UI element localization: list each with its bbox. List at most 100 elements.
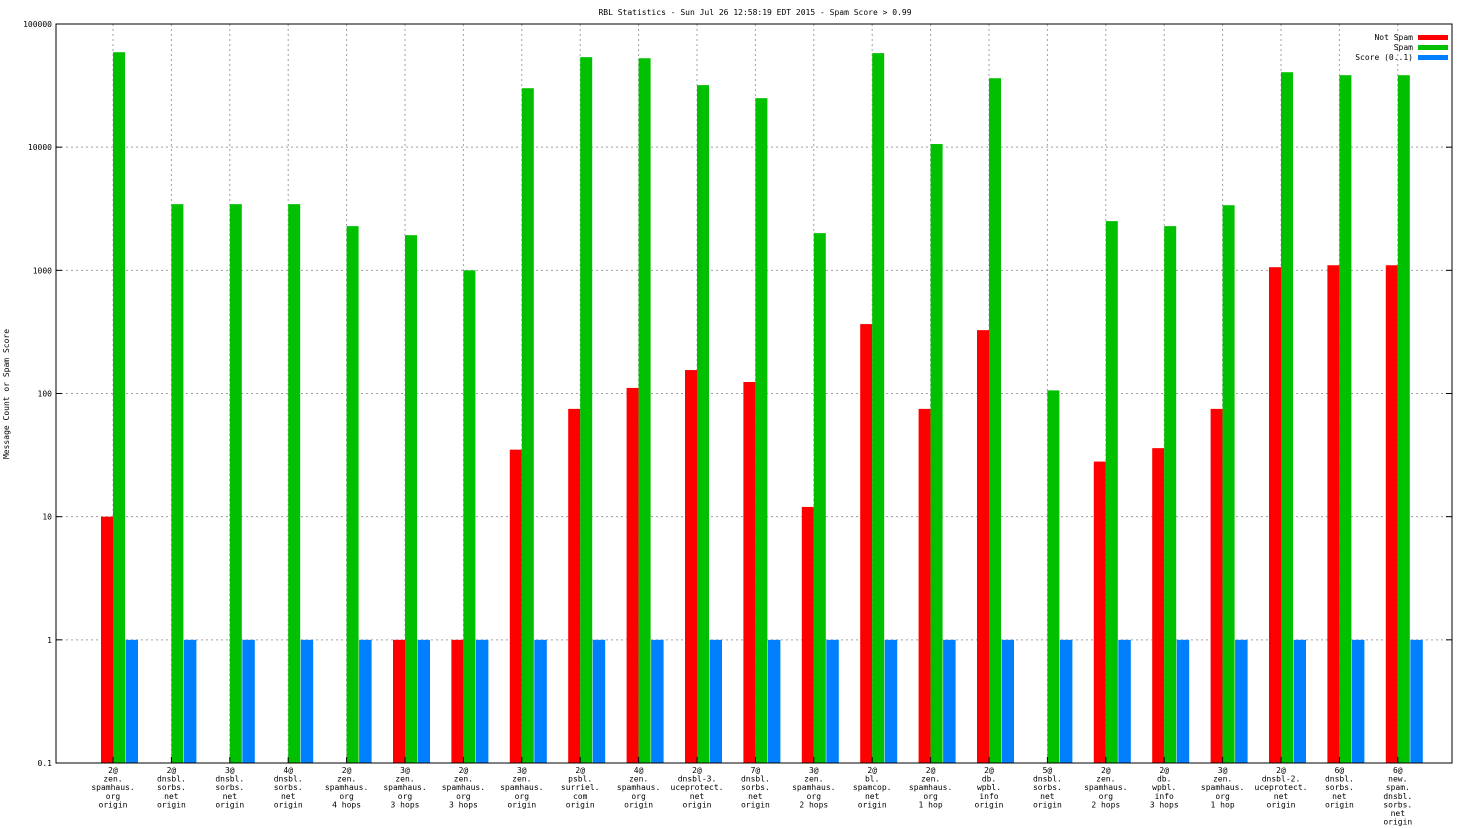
bar-score-0-1 [1001,639,1014,763]
legend-swatch [1418,45,1448,50]
x-tick-label: org [923,792,938,801]
x-tick-label: net [690,792,705,801]
x-tick-label: dnsbl-2. [1262,775,1301,784]
x-tick-label: db. [982,775,996,784]
legend-swatch [1418,35,1448,40]
x-tick-label: 2@ [984,766,994,775]
x-tick-label: 2@ [575,766,585,775]
bar-spam [989,78,1001,763]
x-tick-label: wpbl. [1152,783,1176,792]
x-tick-label: net [1040,792,1055,801]
x-tick-label: origin [1383,818,1412,827]
bar-score-0-1 [1059,639,1073,763]
y-tick-label: 10 [42,513,52,522]
x-tick-label: net [748,792,763,801]
x-tick-label: origin [975,800,1004,809]
y-tick-label: 0.1 [38,759,53,768]
x-tick-label: dnsbl. [157,775,186,784]
x-tick-label: origin [1325,800,1354,809]
bar-spam [1047,390,1060,763]
x-tick-label: zen. [1096,775,1115,784]
x-tick-label: origin [99,800,128,809]
x-tick-label: org [631,792,646,801]
y-axis-label: Message Count or Spam Score [2,329,11,459]
bar-not-spam [918,408,931,763]
bar-spam [521,88,534,764]
x-tick-label: dnsbl. [1325,775,1354,784]
bar-not-spam [801,506,814,763]
bar-spam [813,233,826,763]
x-tick-label: zen. [337,775,356,784]
bar-spam [638,58,651,763]
y-ticks: 0.1 1 10 100 1000 10000 100000 [23,20,1452,768]
y-tick-label: 100 [38,390,53,399]
bar-not-spam [568,408,581,763]
bar-score-0-1 [767,639,781,763]
bar-spam [697,85,709,763]
x-tick-label: spam. [1386,783,1410,792]
bar-spam [1222,205,1235,764]
bar-spam [872,53,885,763]
bar-not-spam [1327,265,1340,763]
y-tick-label: 10000 [28,143,52,152]
x-tick-label: net [1274,792,1289,801]
x-tick-label: 6@ [1335,766,1345,775]
legend-swatch [1418,55,1448,60]
x-tick-label: sorbs. [1325,783,1354,792]
x-tick-label: spamhaus. [500,783,543,792]
bar-score-0-1 [300,639,314,763]
x-tick-label: spamhaus. [909,783,952,792]
bar-spam [288,204,301,763]
x-tick-label: net [281,792,296,801]
x-tick-label: org [106,792,121,801]
x-tick-label: origin [566,800,595,809]
bar-score-0-1 [1176,639,1190,763]
legend-label: Score (0..1) [1355,53,1413,62]
x-tick-label: sorbs. [1033,783,1062,792]
x-tick-label: 2@ [459,766,469,775]
x-tick-label: spamhaus. [383,783,426,792]
x-tick-label: org [398,792,413,801]
bar-spam [1339,75,1352,764]
bar-not-spam [1152,448,1165,763]
x-tick-label: dnsbl. [274,775,303,784]
bar-score-0-1 [1293,639,1306,763]
x-tick-label: org [339,792,354,801]
x-tick-label: 2@ [167,766,177,775]
bar-not-spam [860,324,873,763]
bar-not-spam [1210,408,1223,763]
x-tick-label: 2 hops [799,800,828,809]
x-tick-label: org [456,792,471,801]
x-tick-label: dnsbl. [215,775,244,784]
x-tick-label: sorbs. [215,783,244,792]
x-tick-label: 2@ [926,766,936,775]
x-tick-label: origin [1033,800,1062,809]
x-tick-label: zen. [921,775,940,784]
x-tick-label: 2@ [867,766,877,775]
x-tick-label: spamhaus. [792,783,835,792]
x-tick-label: 4@ [283,766,293,775]
bar-spam [113,52,125,764]
x-tick-label: 6@ [1393,766,1403,775]
x-tick-label: sorbs. [157,783,186,792]
x-tick-label: org [515,792,530,801]
bar-score-0-1 [1235,639,1248,763]
x-tick-label: spamhaus. [442,783,485,792]
x-tick-label: zen. [454,775,473,784]
x-tick-label: 5@ [1043,766,1053,775]
x-tick-label: sorbs. [274,783,303,792]
bar-spam [405,235,417,764]
bar-score-0-1 [1118,639,1131,763]
bar-score-0-1 [943,639,956,763]
bar-spam [580,57,593,764]
x-ticks: 2@zen.spamhaus.orgorigin2@dnsbl.sorbs.ne… [91,757,1412,827]
x-tick-label: 3@ [225,766,235,775]
x-tick-label: zen. [1213,775,1232,784]
legend-label: Not Spam [1374,33,1413,42]
x-tick-label: dnsbl. [1383,792,1412,801]
x-tick-label: org [1099,792,1114,801]
x-tick-label: 3@ [809,766,819,775]
x-tick-label: 4 hops [332,800,361,809]
x-tick-label: sorbs. [741,783,770,792]
